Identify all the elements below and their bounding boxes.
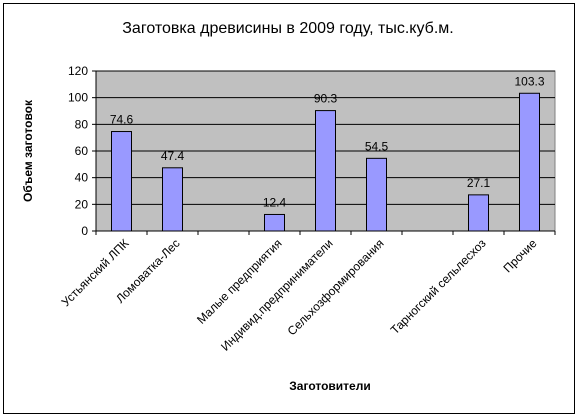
- bar: [366, 157, 387, 232]
- x-tick-label: Тарногский сельлесхоз: [388, 236, 489, 337]
- data-label: 12.4: [263, 195, 287, 209]
- y-axis-ticks: 0 20 40 60 80 100 120: [68, 64, 96, 238]
- bar: [468, 194, 489, 232]
- data-label: 90.3: [314, 92, 338, 106]
- y-tick-label: 100: [68, 91, 88, 105]
- data-label: 47.4: [161, 149, 185, 163]
- y-axis-title: Объем заготовок: [21, 99, 35, 202]
- x-tick-label: Малые предприятия: [194, 236, 285, 327]
- bar: [111, 131, 132, 232]
- bar: [162, 167, 183, 232]
- data-label: 54.5: [365, 139, 389, 153]
- y-tick-label: 120: [68, 64, 88, 78]
- y-tick-label: 40: [75, 171, 89, 185]
- bars: [111, 92, 540, 232]
- bar: [315, 110, 336, 232]
- y-tick-label: 80: [75, 117, 89, 131]
- data-label: 103.3: [514, 74, 544, 88]
- y-tick-label: 0: [81, 224, 88, 238]
- data-labels: 74.6 47.4 12.4 90.3 54.5 27.1 103.3: [110, 74, 545, 209]
- data-label: 74.6: [110, 113, 134, 127]
- x-tick-label: Сельхозформирования: [285, 236, 387, 338]
- y-tick-label: 20: [75, 197, 89, 211]
- x-tick-label: Прочие: [500, 236, 539, 275]
- chart-title: Заготовка древисины в 2009 году, тыс.куб…: [122, 20, 453, 37]
- y-tick-label: 60: [75, 144, 89, 158]
- bar: [264, 213, 285, 232]
- data-label: 27.1: [467, 176, 491, 190]
- x-axis-title: Заготовители: [289, 379, 370, 393]
- bar: [519, 92, 540, 232]
